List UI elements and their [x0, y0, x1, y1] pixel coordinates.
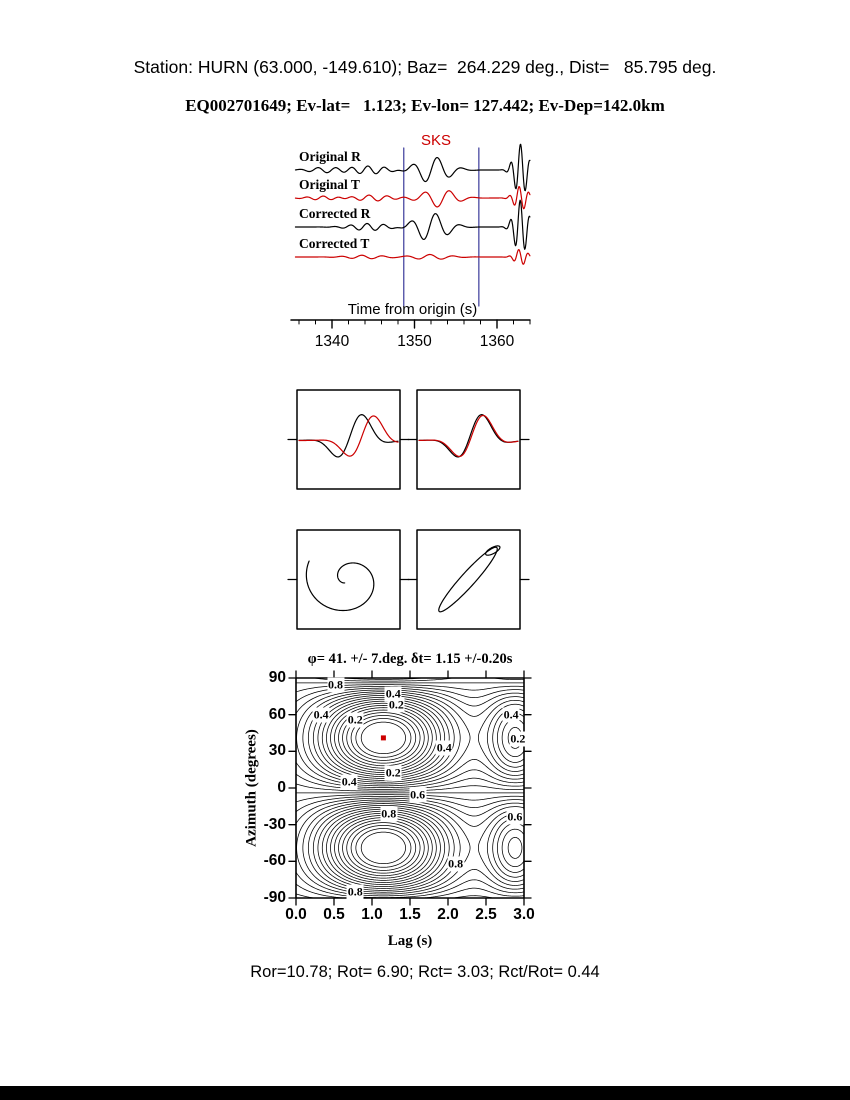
lag-tick-label: 2.0 [437, 906, 459, 923]
time-tick-label: 1360 [479, 333, 515, 350]
contour-level-label: 0.6 [506, 809, 524, 825]
phase-label: SKS [421, 132, 452, 149]
lag-tick-label: 1.5 [399, 906, 421, 923]
event-header: EQ002701649; Ev-lat= 1.123; Ev-lon= 127.… [185, 96, 665, 115]
trace-label: Corrected R [299, 206, 371, 221]
lag-tick-label: 3.0 [513, 906, 535, 923]
azimuth-tick-label: -90 [263, 889, 286, 906]
contour-level-label: 0.4 [435, 740, 453, 756]
station-header: Station: HURN (63.000, -149.610); Baz= 2… [133, 57, 717, 77]
contour-level-label: 0.6 [409, 787, 427, 803]
lag-tick-label: 1.0 [361, 906, 383, 923]
trace-label: Original R [299, 149, 361, 164]
azimuth-tick-label: 60 [268, 705, 286, 723]
contour-level-label: 0.2 [387, 697, 405, 713]
contour-level-label: 0.4 [502, 707, 520, 723]
azimuth-tick-label: 90 [268, 669, 286, 686]
contour-level-label: 0.4 [312, 707, 330, 723]
contour-level-label: 0.8 [327, 677, 345, 693]
contour-level-label: 0.8 [447, 856, 465, 872]
time-tick-label: 1340 [314, 333, 350, 350]
lag-tick-label: 2.5 [475, 906, 497, 923]
contour-level-label: 0.8 [346, 884, 364, 900]
time-tick-label: 1350 [397, 333, 432, 350]
azimuth-axis-label: Azimuth (degrees) [243, 729, 260, 847]
azimuth-tick-label: 30 [268, 742, 286, 760]
lag-tick-label: 0.5 [323, 906, 345, 923]
azimuth-tick-label: -30 [263, 815, 286, 833]
ratio-footer: Ror=10.78; Rot= 6.90; Rct= 3.03; Rct/Rot… [250, 963, 600, 981]
time-axis-title: Time from origin (s) [347, 301, 478, 318]
contour-level-label: 0.2 [509, 731, 527, 747]
bottom-bar [0, 1086, 850, 1100]
lag-tick-label: 0.0 [285, 906, 307, 923]
lag-axis-label: Lag (s) [387, 933, 433, 949]
contour-level-label: 0.2 [384, 765, 402, 781]
azimuth-tick-label: -60 [263, 852, 286, 870]
azimuth-tick-label: 0 [277, 779, 286, 796]
contour-title: φ= 41. +/- 7.deg. δt= 1.15 +/-0.20s [307, 651, 513, 667]
contour-level-label: 0.2 [346, 712, 364, 728]
contour-level-label: 0.8 [380, 806, 398, 822]
trace-label: Original T [299, 177, 360, 192]
contour-level-label: 0.4 [340, 774, 358, 790]
trace-label: Corrected T [299, 236, 370, 251]
